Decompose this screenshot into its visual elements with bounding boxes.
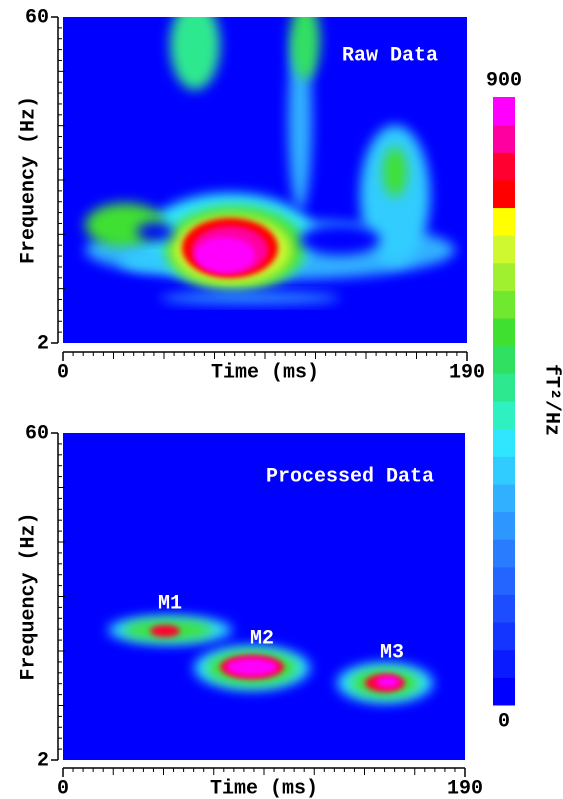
heat-blob [120,250,180,270]
colorbar-step [493,152,515,181]
x-tick-label: 0 [57,361,69,384]
colorbar-step [493,97,515,126]
heat-blob [226,658,278,676]
colorbar-tick-label: 0 [498,710,510,733]
x-tick-label: 190 [447,777,483,799]
colorbar-step [493,594,515,623]
x-axis-label: Time (ms) [211,361,319,384]
panel-title: Processed Data [266,465,434,488]
heatmap-field [85,17,455,304]
x-tick-label: 0 [57,777,69,799]
y-axis-label: Frequency (Hz) [17,96,40,264]
y-tick-label: 2 [37,749,49,772]
colorbar-step [493,318,515,347]
peak-label: M2 [250,627,274,650]
colorbar-step [493,483,515,513]
x-axis-label: Time (ms) [210,777,318,799]
heatmap-field [108,616,433,703]
colorbar-step [493,456,515,485]
heatmap-background [63,433,465,760]
colorbar-label: fT²/Hz [540,364,563,436]
heat-hole [137,223,173,241]
colorbar-step [493,428,515,457]
colorbar-step [493,179,515,209]
peak-label: M1 [158,592,182,615]
y-tick-label: 2 [37,332,49,355]
heat-blob [160,292,340,304]
colorbar-step [493,649,515,678]
colorbar-step [493,124,515,153]
peak-label: M3 [380,641,404,664]
colorbar-step [493,401,515,430]
x-tick-label: 190 [449,361,485,384]
colorbar-step [493,622,515,651]
colorbar-step [493,539,515,568]
colorbar-step [493,345,515,374]
heat-blob [195,237,255,273]
colorbar-step [493,677,515,706]
heat-blob [150,625,180,637]
colorbar-step [493,207,515,236]
heat-blob [376,676,400,688]
panel-title: Raw Data [342,44,438,67]
y-tick-label: 60 [25,6,49,29]
y-tick-label: 60 [25,422,49,445]
y-axis-label: Frequency (Hz) [17,512,40,680]
heat-blob [170,17,220,90]
heat-blob [383,147,407,197]
colorbar-step [493,262,515,291]
heat-blob [290,17,320,80]
heat-hole [300,225,380,255]
colorbar-tick-label: 900 [486,69,522,92]
colorbar-step [493,566,515,595]
colorbar-step [493,290,515,319]
colorbar-step [493,511,515,540]
colorbar-step [493,235,515,264]
colorbar-step [493,373,515,402]
